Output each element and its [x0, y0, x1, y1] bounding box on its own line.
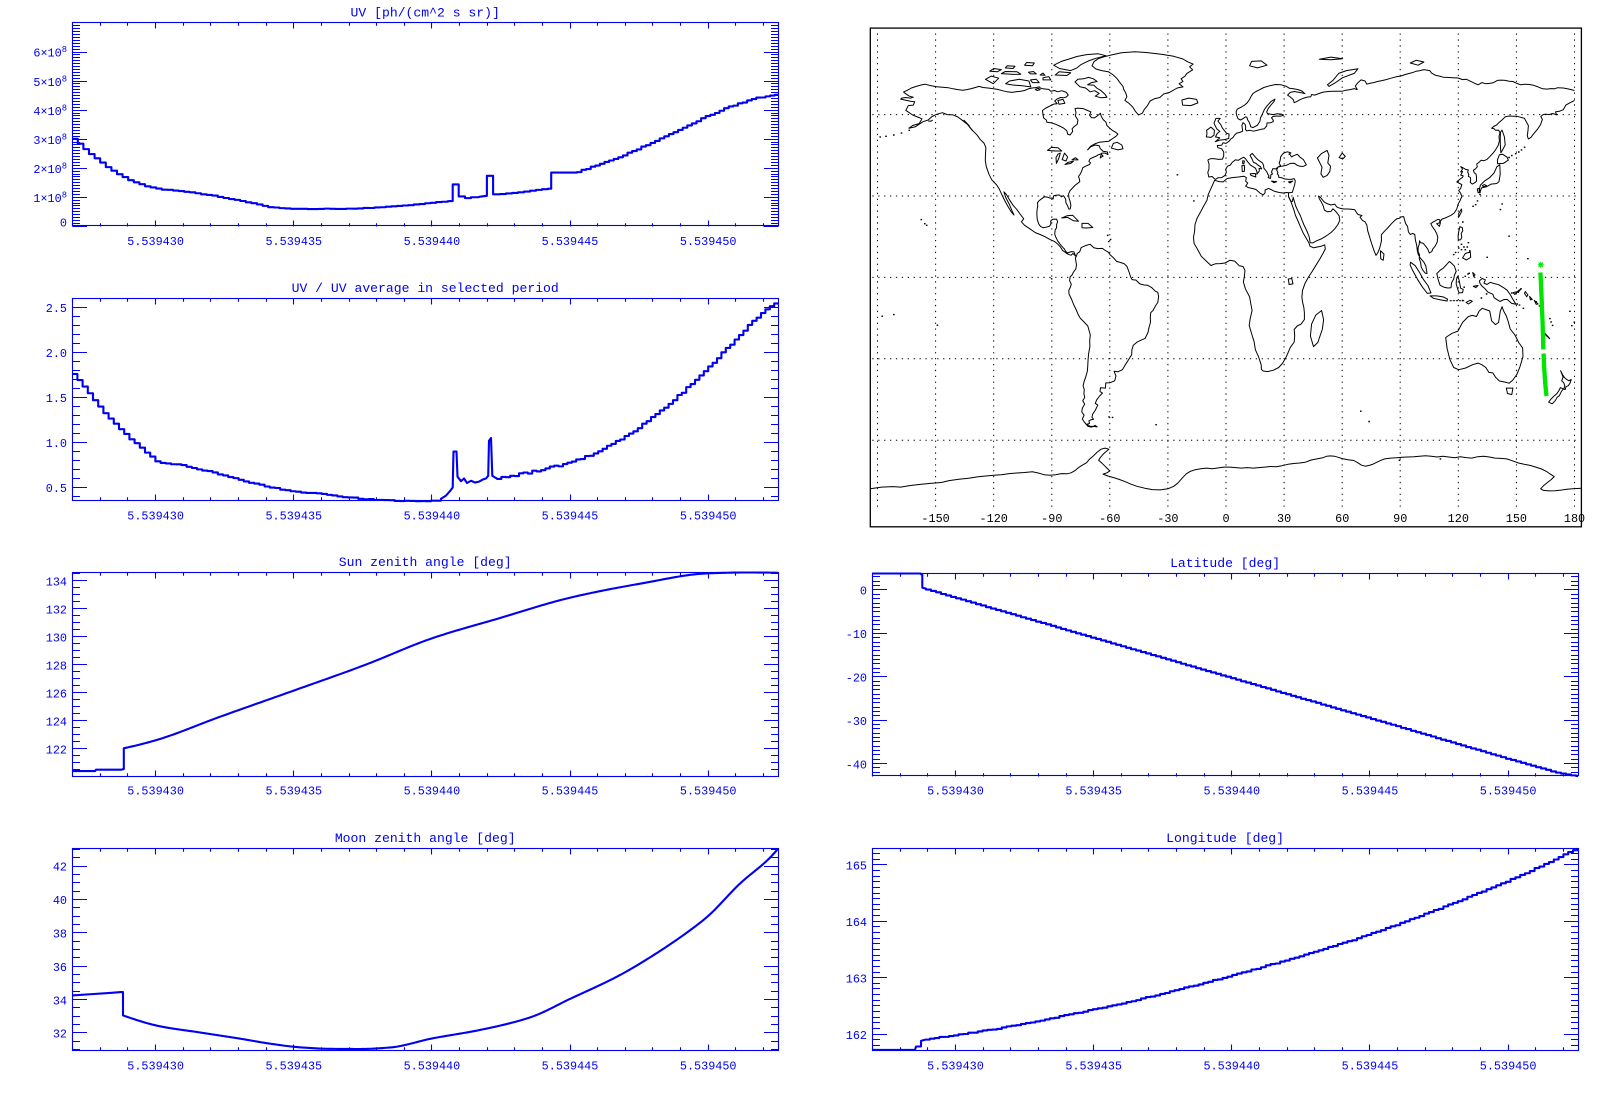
svg-text:UV [ph/(cm^2 s sr)]: UV [ph/(cm^2 s sr)]: [351, 6, 500, 21]
svg-text:Latitude [deg]: Latitude [deg]: [1170, 556, 1280, 571]
svg-text:5×108: 5×108: [33, 74, 67, 90]
svg-text:5.539435: 5.539435: [265, 785, 322, 799]
svg-text:5.539440: 5.539440: [404, 235, 461, 249]
svg-text:0.5: 0.5: [46, 482, 67, 496]
svg-text:38: 38: [53, 928, 67, 942]
svg-text:5.539450: 5.539450: [680, 510, 737, 524]
svg-text:-20: -20: [846, 672, 867, 686]
svg-text:-30: -30: [846, 715, 867, 729]
svg-text:-90: -90: [1041, 512, 1062, 526]
svg-text:Moon zenith angle [deg]: Moon zenith angle [deg]: [335, 831, 516, 846]
svg-text:-30: -30: [1157, 512, 1178, 526]
svg-text:5.539450: 5.539450: [1480, 1060, 1537, 1074]
svg-text:5.539445: 5.539445: [542, 785, 599, 799]
svg-text:32: 32: [53, 1028, 67, 1042]
svg-text:5.539450: 5.539450: [680, 235, 737, 249]
svg-text:5.539435: 5.539435: [265, 510, 322, 524]
svg-text:Longitude [deg]: Longitude [deg]: [1166, 831, 1284, 846]
svg-text:120: 120: [1448, 512, 1469, 526]
svg-text:5.539445: 5.539445: [542, 510, 599, 524]
svg-text:5.539430: 5.539430: [127, 235, 184, 249]
svg-text:1.5: 1.5: [46, 392, 67, 406]
svg-text:2.5: 2.5: [46, 302, 67, 316]
svg-text:34: 34: [53, 994, 67, 1008]
svg-text:5.539445: 5.539445: [542, 235, 599, 249]
svg-text:5.539430: 5.539430: [127, 785, 184, 799]
svg-text:2.0: 2.0: [46, 347, 67, 361]
svg-text:5.539435: 5.539435: [1065, 1060, 1122, 1074]
svg-text:5.539435: 5.539435: [1065, 785, 1122, 799]
svg-text:5.539435: 5.539435: [265, 235, 322, 249]
svg-text:128: 128: [46, 660, 67, 674]
svg-text:5.539435: 5.539435: [265, 1060, 322, 1074]
svg-text:-10: -10: [846, 628, 867, 642]
svg-text:130: 130: [46, 632, 67, 646]
svg-text:60: 60: [1335, 512, 1349, 526]
svg-text:5.539445: 5.539445: [542, 1060, 599, 1074]
svg-text:134: 134: [46, 576, 67, 590]
svg-text:5.539445: 5.539445: [1342, 1060, 1399, 1074]
svg-text:42: 42: [53, 861, 67, 875]
svg-text:2×108: 2×108: [33, 161, 67, 177]
svg-text:5.539450: 5.539450: [680, 785, 737, 799]
svg-text:1×108: 1×108: [33, 191, 67, 207]
svg-text:5.539450: 5.539450: [1480, 785, 1537, 799]
svg-text:5.539445: 5.539445: [1342, 785, 1399, 799]
svg-text:0: 0: [1222, 512, 1229, 526]
svg-text:5.539430: 5.539430: [927, 785, 984, 799]
svg-text:124: 124: [46, 716, 67, 730]
svg-text:4×108: 4×108: [33, 103, 67, 119]
svg-text:90: 90: [1393, 512, 1407, 526]
svg-text:-40: -40: [846, 758, 867, 772]
svg-text:5.539430: 5.539430: [127, 510, 184, 524]
svg-text:0: 0: [860, 585, 867, 599]
svg-text:-120: -120: [980, 512, 1008, 526]
svg-text:164: 164: [846, 916, 867, 930]
svg-text:30: 30: [1277, 512, 1291, 526]
svg-text:36: 36: [53, 961, 67, 975]
svg-text:0: 0: [60, 216, 67, 230]
svg-text:5.539440: 5.539440: [404, 1060, 461, 1074]
svg-text:-60: -60: [1099, 512, 1120, 526]
svg-text:5.539450: 5.539450: [680, 1060, 737, 1074]
svg-text:5.539440: 5.539440: [404, 785, 461, 799]
svg-text:5.539440: 5.539440: [1203, 785, 1260, 799]
svg-text:162: 162: [846, 1029, 867, 1043]
svg-text:3×108: 3×108: [33, 132, 67, 148]
svg-text:6×108: 6×108: [33, 45, 67, 61]
svg-text:5.539430: 5.539430: [127, 1060, 184, 1074]
svg-text:132: 132: [46, 604, 67, 618]
svg-text:5.539430: 5.539430: [927, 1060, 984, 1074]
svg-text:126: 126: [46, 688, 67, 702]
svg-text:5.539440: 5.539440: [404, 510, 461, 524]
svg-text:122: 122: [46, 744, 67, 758]
svg-text:163: 163: [846, 972, 867, 986]
svg-text:UV / UV average in selected pe: UV / UV average in selected period: [292, 281, 559, 296]
svg-text:5.539440: 5.539440: [1203, 1060, 1260, 1074]
svg-text:-150: -150: [921, 512, 949, 526]
svg-text:1.0: 1.0: [46, 437, 67, 451]
svg-text:180: 180: [1564, 512, 1585, 526]
svg-text:40: 40: [53, 894, 67, 908]
svg-text:150: 150: [1506, 512, 1527, 526]
svg-text:165: 165: [846, 860, 867, 874]
svg-text:Sun zenith angle [deg]: Sun zenith angle [deg]: [339, 555, 512, 570]
